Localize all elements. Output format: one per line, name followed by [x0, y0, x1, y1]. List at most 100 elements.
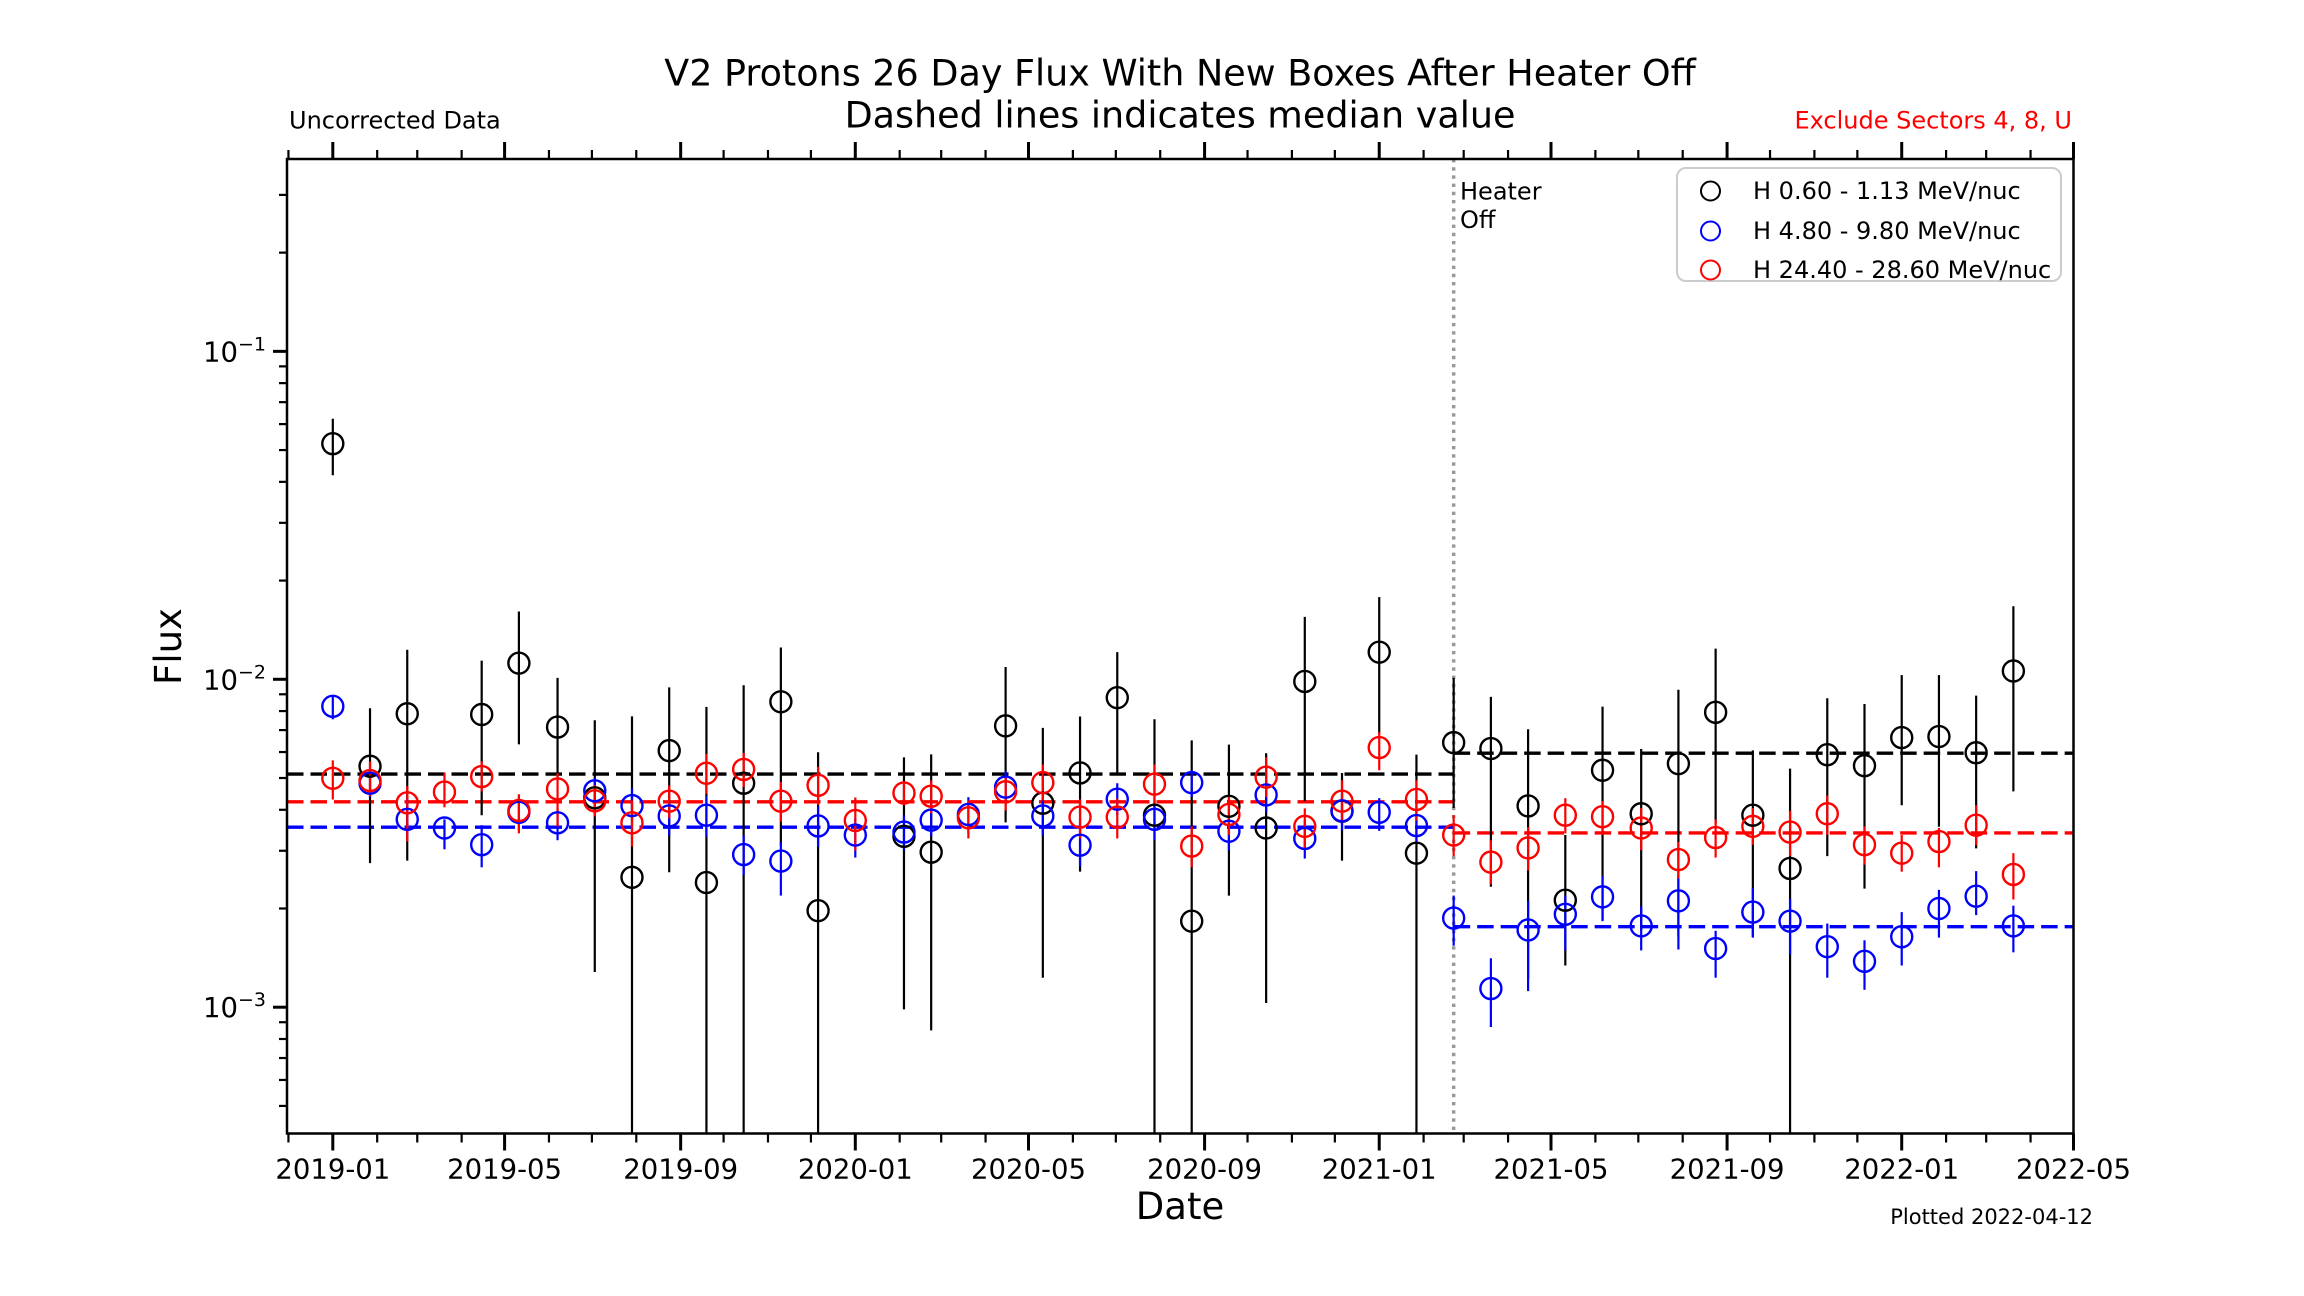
x-tick-label: 2022-01 — [1844, 1154, 1959, 1186]
data-point — [769, 789, 793, 813]
data-point — [1330, 799, 1354, 823]
legend-item-label: H 24.40 - 28.60 MeV/nuc — [1753, 256, 2052, 284]
data-point — [432, 816, 457, 840]
data-point — [1666, 751, 1691, 776]
data-point — [1516, 794, 1540, 818]
data-point — [1254, 765, 1278, 789]
data-point — [1441, 730, 1466, 755]
data-point — [1217, 802, 1241, 827]
data-point — [1404, 841, 1429, 865]
data-point — [1254, 783, 1278, 807]
data-point — [1367, 735, 1391, 760]
data-point — [1964, 884, 1988, 908]
data-point — [1031, 804, 1055, 828]
data-point — [1964, 813, 1988, 837]
data-point — [1180, 834, 1204, 858]
data-point — [583, 789, 607, 813]
data-point — [2001, 862, 2026, 887]
data-point — [769, 849, 793, 873]
data-point — [469, 764, 494, 789]
x-tick-label: 2019-09 — [623, 1154, 738, 1186]
y-tick-label: 10−3 — [203, 989, 266, 1024]
x-tick-label: 2020-01 — [798, 1154, 913, 1186]
data-point — [1293, 814, 1317, 839]
data-point — [321, 694, 345, 719]
data-point — [1553, 902, 1578, 927]
plotted-date-note: Plotted 2022-04-12 — [1890, 1205, 2093, 1229]
data-point — [1479, 976, 1503, 1001]
data-point — [1516, 836, 1540, 860]
data-point — [1105, 787, 1129, 811]
x-tick-label: 2019-05 — [447, 1154, 562, 1186]
data-point — [583, 779, 607, 803]
data-point — [321, 431, 345, 456]
data-point — [358, 754, 382, 778]
data-point — [1815, 934, 1839, 959]
data-point — [1367, 640, 1391, 664]
data-point — [395, 791, 419, 815]
data-point — [321, 766, 345, 790]
data-point — [1441, 823, 1466, 847]
circle-icon — [1700, 259, 1721, 281]
data-point — [1330, 789, 1354, 813]
data-point — [1553, 888, 1578, 912]
data-point — [1778, 909, 1802, 933]
heater-off-annotation-line1: Heater — [1460, 178, 1542, 206]
x-tick-label: 2021-09 — [1670, 1154, 1785, 1186]
data-point — [2001, 659, 2026, 683]
data-point — [919, 784, 943, 808]
data-point — [1105, 685, 1129, 710]
data-point — [1666, 889, 1691, 913]
x-tick-label: 2020-09 — [1147, 1154, 1262, 1186]
data-point — [1553, 803, 1578, 827]
data-point — [1741, 803, 1765, 827]
data-point — [1964, 741, 1988, 765]
data-point — [1815, 802, 1839, 826]
data-point — [1852, 833, 1877, 857]
data-point — [806, 814, 830, 838]
data-point — [1254, 816, 1278, 840]
data-point — [358, 768, 382, 793]
data-point — [694, 803, 719, 827]
circle-icon — [1700, 180, 1721, 202]
data-point — [1441, 906, 1466, 930]
data-point — [1293, 826, 1317, 851]
data-point — [1293, 669, 1317, 694]
data-point — [1815, 742, 1839, 767]
legend-item-label: H 4.80 - 9.80 MeV/nuc — [1753, 216, 2021, 245]
axes-frame — [285, 157, 2075, 1135]
data-point — [1142, 772, 1167, 796]
data-point — [919, 840, 943, 864]
data-point — [1703, 825, 1728, 850]
data-point — [469, 702, 494, 727]
data-point — [1180, 909, 1204, 933]
data-point — [1404, 787, 1429, 812]
data-point — [1217, 819, 1241, 843]
legend: H 0.60 - 1.13 MeV/nuc H 4.80 - 9.80 MeV/n… — [1676, 167, 2062, 284]
data-point — [469, 833, 494, 857]
data-point — [620, 793, 644, 818]
data-point — [1890, 841, 1914, 865]
data-point — [1852, 754, 1877, 778]
x-tick-label: 2022-05 — [2016, 1154, 2131, 1186]
data-point — [1516, 918, 1540, 942]
data-point — [395, 807, 419, 832]
data-point — [919, 808, 943, 832]
data-point — [2001, 914, 2026, 938]
data-point — [731, 842, 756, 867]
data-point — [1890, 925, 1914, 949]
data-point — [892, 781, 916, 805]
heater-off-annotation-line2: Off — [1460, 206, 1496, 234]
data-point — [657, 738, 681, 763]
data-point — [1703, 700, 1728, 725]
data-point — [1105, 805, 1129, 829]
data-point — [1068, 805, 1092, 829]
data-point — [1778, 820, 1802, 844]
data-point — [956, 806, 981, 830]
y-tick-label: 10−2 — [203, 661, 266, 696]
y-tick-label: 10−1 — [203, 333, 266, 368]
data-point — [1180, 770, 1204, 795]
data-point — [1927, 829, 1951, 854]
